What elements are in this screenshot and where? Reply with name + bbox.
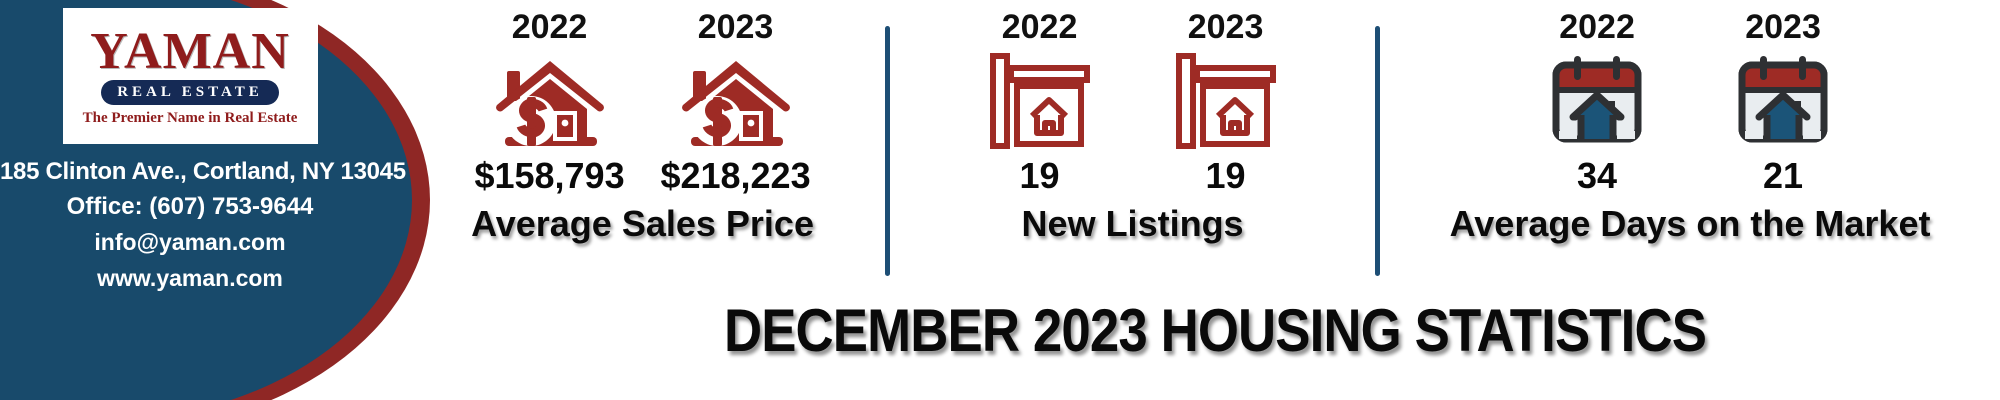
- section-divider: [1375, 26, 1381, 276]
- logo-subtitle-bar: REAL ESTATE: [101, 79, 279, 105]
- stat-group-columns: 2022: [1380, 0, 2000, 197]
- page-title: DECEMBER 2023 HOUSING STATISTICS: [723, 297, 1707, 364]
- house-dollar-icon: [677, 51, 795, 151]
- contact-block: 185 Clinton Ave., Cortland, NY 13045 Off…: [0, 156, 406, 294]
- contact-office-phone[interactable]: Office: (607) 753-9644: [66, 193, 314, 221]
- stat-group-new-listings: 2022: [890, 0, 1375, 300]
- stat-group-label: Average Days on the Market: [1449, 203, 1931, 244]
- stat-group-columns: 2022: [400, 0, 885, 197]
- stat-group-label: New Listings: [1021, 203, 1244, 244]
- year-label: 2022: [1001, 8, 1078, 46]
- year-label: 2022: [511, 8, 588, 46]
- year-label: 2023: [1745, 8, 1821, 46]
- stat-group-average-sales-price: 2022: [400, 0, 885, 300]
- section-divider: [885, 26, 891, 276]
- stat-value: 21: [1763, 155, 1804, 196]
- stat-column-2023: 2023: [1703, 0, 1863, 197]
- yaman-logo-card: YAMAN REAL ESTATE The Premier Name in Re…: [62, 8, 318, 144]
- contact-email[interactable]: info@yaman.com: [94, 229, 286, 256]
- stat-value: 19: [1205, 155, 1246, 196]
- stat-column-2022: 2022: [1517, 0, 1677, 197]
- logo-wordmark: YAMAN: [90, 23, 290, 81]
- stat-group-columns: 2022: [890, 0, 1375, 197]
- stat-value: $158,793: [474, 155, 625, 196]
- calendar-house-icon: [1547, 51, 1647, 151]
- stat-column-2022: 2022: [470, 0, 630, 197]
- stat-value: 34: [1577, 155, 1618, 196]
- real-estate-sign-icon: [987, 51, 1093, 151]
- brand-content: YAMAN REAL ESTATE The Premier Name in Re…: [0, 0, 406, 400]
- stat-value: $218,223: [660, 155, 811, 196]
- stat-column-2023: 2023: [1146, 0, 1306, 197]
- brand-panel: YAMAN REAL ESTATE The Premier Name in Re…: [0, 0, 430, 400]
- stat-group-days-on-market: 2022: [1380, 0, 2000, 300]
- house-dollar-icon: [491, 51, 609, 151]
- contact-website[interactable]: www.yaman.com: [97, 265, 283, 292]
- calendar-house-icon: [1733, 51, 1833, 151]
- real-estate-sign-icon: [1173, 51, 1279, 151]
- contact-address: 185 Clinton Ave., Cortland, NY 13045: [0, 158, 406, 185]
- year-label: 2022: [1559, 8, 1635, 46]
- logo-tagline: The Premier Name in Real Estate: [82, 109, 298, 126]
- stat-column-2022: 2022: [960, 0, 1120, 197]
- stat-group-label: Average Sales Price: [471, 203, 814, 244]
- stat-value: 19: [1019, 155, 1060, 196]
- logo-subtitle: REAL ESTATE: [117, 83, 263, 100]
- year-label: 2023: [1187, 8, 1264, 46]
- statistics-row: 2022: [400, 0, 2000, 300]
- stat-column-2023: 2023: [656, 0, 816, 197]
- year-label: 2023: [697, 8, 774, 46]
